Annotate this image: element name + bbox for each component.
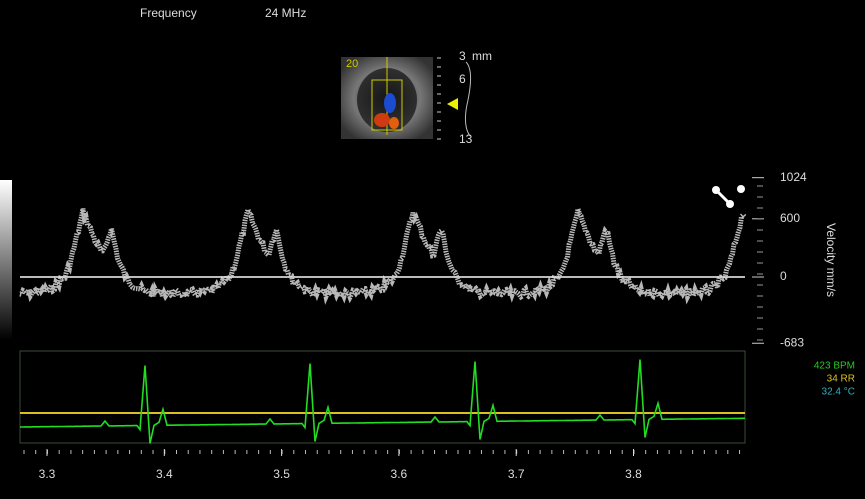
gate-marker (447, 98, 458, 110)
time-tick-label: 3.4 (156, 467, 173, 481)
ecg-rr: 34 RR (827, 374, 855, 385)
ecg-temp: 32.4 °C (822, 387, 855, 398)
time-tick-label: 3.3 (39, 467, 56, 481)
ecg-bpm: 423 BPM (814, 361, 855, 372)
doppler-spectrum (19, 201, 747, 307)
ecg-trace (20, 359, 745, 444)
time-tick-label: 3.6 (391, 467, 408, 481)
frequency-value: 24 MHz (265, 6, 306, 20)
ecg-panel (19, 350, 746, 444)
depth-label: 3 (459, 49, 466, 63)
bmode-angle: 20 (346, 58, 358, 70)
depth-unit: mm (472, 49, 492, 63)
gray-scale-bar (0, 180, 12, 340)
time-tick-label: 3.7 (508, 467, 525, 481)
depth-scale (437, 57, 472, 140)
time-tick-label: 3.8 (625, 467, 642, 481)
bmode-image (341, 57, 433, 139)
velocity-tick-label: 600 (780, 211, 800, 225)
depth-label: 6 (459, 72, 466, 86)
depth-label: 13 (459, 132, 473, 146)
cursor-icon (712, 185, 745, 208)
velocity-tick-label: -683 (780, 335, 804, 349)
time-tick-label: 3.5 (273, 467, 290, 481)
velocity-tick-label: 1024 (780, 170, 807, 184)
velocity-tick-label: 0 (780, 269, 787, 283)
frequency-label: Frequency (140, 6, 197, 20)
velocity-axis-label: Velocity mm/s (824, 223, 838, 297)
